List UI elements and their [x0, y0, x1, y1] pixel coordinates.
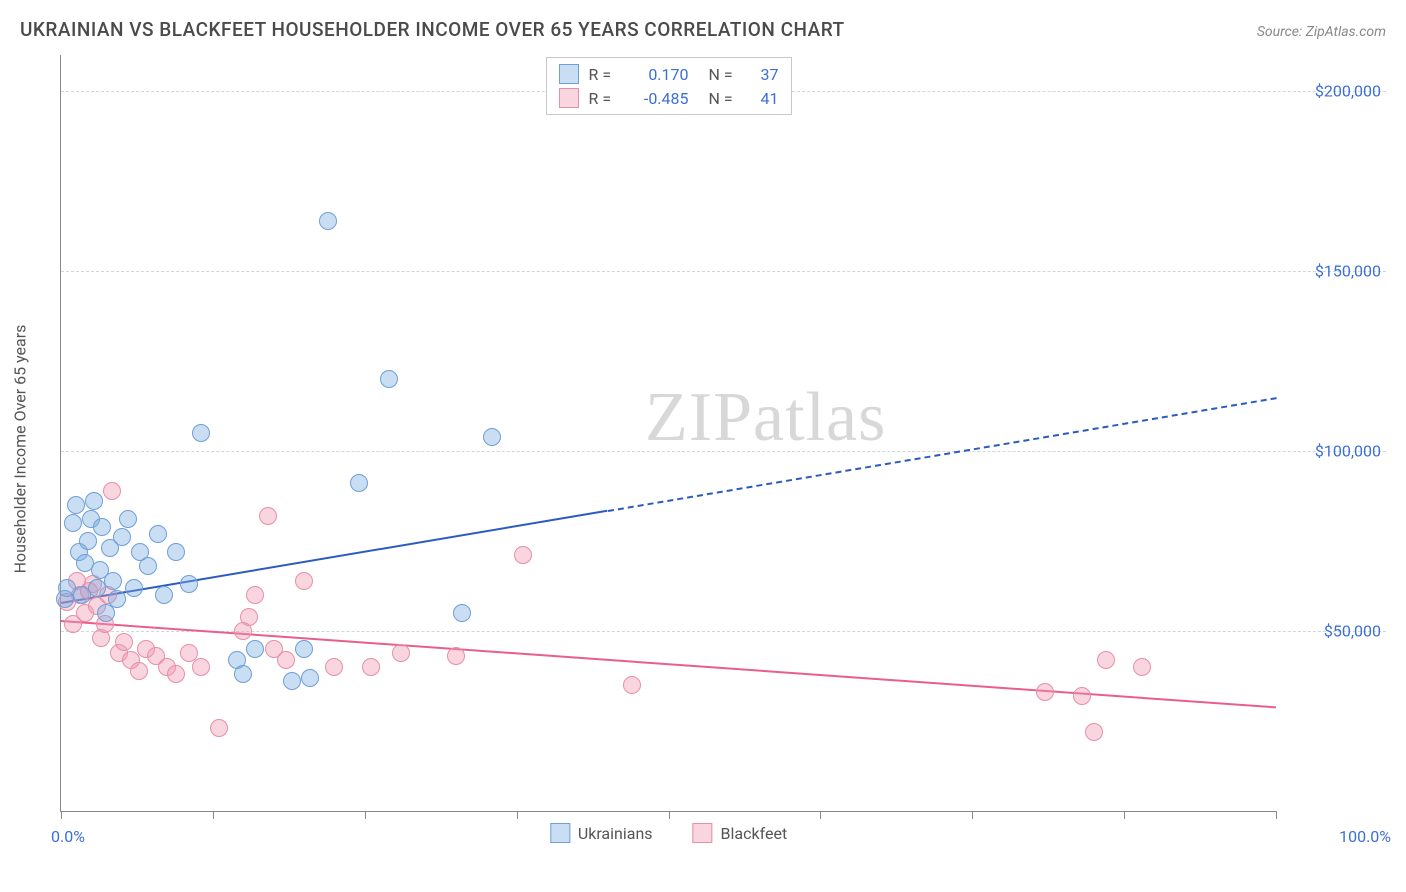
data-point-blackfeet — [259, 507, 277, 525]
data-point-ukrainians — [125, 579, 143, 597]
data-point-blackfeet — [130, 662, 148, 680]
data-point-ukrainians — [380, 370, 398, 388]
x-tick — [972, 811, 973, 819]
chart-area: Householder Income Over 65 years ZIPatla… — [60, 55, 1386, 842]
x-tick — [517, 811, 518, 819]
data-point-ukrainians — [104, 572, 122, 590]
n-value-blackfeet: 41 — [749, 89, 779, 108]
data-point-ukrainians — [301, 669, 319, 687]
swatch-blackfeet-icon — [693, 823, 713, 843]
data-point-blackfeet — [103, 482, 121, 500]
x-tick — [820, 811, 821, 819]
data-point-ukrainians — [93, 518, 111, 536]
legend-item-ukrainians: Ukrainians — [550, 823, 653, 843]
swatch-blackfeet-icon — [559, 88, 579, 108]
data-point-blackfeet — [392, 644, 410, 662]
data-point-ukrainians — [119, 510, 137, 528]
legend-item-blackfeet: Blackfeet — [693, 823, 788, 843]
chart-header: UKRAINIAN VS BLACKFEET HOUSEHOLDER INCOM… — [20, 18, 1386, 41]
n-value-ukrainians: 37 — [749, 65, 779, 84]
data-point-ukrainians — [67, 496, 85, 514]
data-point-ukrainians — [350, 474, 368, 492]
r-label: R = — [589, 65, 619, 84]
r-value-blackfeet: -0.485 — [629, 89, 689, 108]
data-point-blackfeet — [1036, 683, 1054, 701]
chart-title: UKRAINIAN VS BLACKFEET HOUSEHOLDER INCOM… — [20, 18, 845, 41]
data-point-blackfeet — [115, 633, 133, 651]
data-point-blackfeet — [277, 651, 295, 669]
trend-line — [608, 397, 1277, 512]
data-point-ukrainians — [64, 514, 82, 532]
data-point-ukrainians — [149, 525, 167, 543]
data-point-ukrainians — [113, 528, 131, 546]
data-point-ukrainians — [319, 212, 337, 230]
x-tick — [365, 811, 366, 819]
y-tick-label: $150,000 — [1281, 262, 1381, 281]
gridline — [61, 631, 1386, 632]
data-point-blackfeet — [167, 665, 185, 683]
data-point-ukrainians — [108, 590, 126, 608]
data-point-ukrainians — [167, 543, 185, 561]
x-axis-max-label: 100.0% — [1339, 827, 1391, 846]
data-point-blackfeet — [1085, 723, 1103, 741]
plot-region: ZIPatlas R = 0.170 N = 37 R = -0.485 N =… — [60, 55, 1276, 812]
gridline — [61, 271, 1386, 272]
data-point-blackfeet — [210, 719, 228, 737]
data-point-ukrainians — [79, 532, 97, 550]
data-point-blackfeet — [1097, 651, 1115, 669]
n-label: N = — [709, 89, 739, 108]
data-point-ukrainians — [139, 557, 157, 575]
n-label: N = — [709, 65, 739, 84]
x-tick — [1276, 811, 1277, 819]
y-tick-label: $100,000 — [1281, 442, 1381, 461]
x-tick — [61, 811, 62, 819]
data-point-blackfeet — [623, 676, 641, 694]
data-point-blackfeet — [246, 586, 264, 604]
watermark-bold: ZIP — [645, 379, 753, 456]
data-point-blackfeet — [295, 572, 313, 590]
x-tick — [213, 811, 214, 819]
correlation-row-blackfeet: R = -0.485 N = 41 — [559, 86, 779, 110]
data-point-blackfeet — [192, 658, 210, 676]
swatch-ukrainians-icon — [559, 64, 579, 84]
correlation-legend: R = 0.170 N = 37 R = -0.485 N = 41 — [546, 57, 792, 115]
data-point-blackfeet — [325, 658, 343, 676]
legend-label-blackfeet: Blackfeet — [721, 824, 788, 843]
y-tick-label: $200,000 — [1281, 82, 1381, 101]
data-point-ukrainians — [483, 428, 501, 446]
y-axis-title: Householder Income Over 65 years — [11, 324, 30, 573]
source-attribution: Source: ZipAtlas.com — [1257, 24, 1386, 40]
data-point-blackfeet — [1133, 658, 1151, 676]
series-legend: Ukrainians Blackfeet — [550, 823, 787, 843]
y-tick-label: $50,000 — [1281, 622, 1381, 641]
data-point-blackfeet — [514, 546, 532, 564]
x-tick — [1124, 811, 1125, 819]
legend-label-ukrainians: Ukrainians — [578, 824, 653, 843]
watermark: ZIPatlas — [645, 378, 886, 458]
data-point-ukrainians — [192, 424, 210, 442]
data-point-ukrainians — [234, 665, 252, 683]
data-point-ukrainians — [283, 672, 301, 690]
data-point-ukrainians — [453, 604, 471, 622]
watermark-thin: atlas — [753, 379, 886, 456]
data-point-ukrainians — [85, 492, 103, 510]
x-axis-min-label: 0.0% — [51, 827, 85, 846]
data-point-blackfeet — [447, 647, 465, 665]
x-tick — [669, 811, 670, 819]
swatch-ukrainians-icon — [550, 823, 570, 843]
data-point-ukrainians — [295, 640, 313, 658]
r-label: R = — [589, 89, 619, 108]
data-point-ukrainians — [180, 575, 198, 593]
gridline — [61, 451, 1386, 452]
data-point-blackfeet — [240, 608, 258, 626]
r-value-ukrainians: 0.170 — [629, 65, 689, 84]
correlation-row-ukrainians: R = 0.170 N = 37 — [559, 62, 779, 86]
data-point-ukrainians — [155, 586, 173, 604]
data-point-blackfeet — [362, 658, 380, 676]
data-point-blackfeet — [1073, 687, 1091, 705]
data-point-ukrainians — [246, 640, 264, 658]
